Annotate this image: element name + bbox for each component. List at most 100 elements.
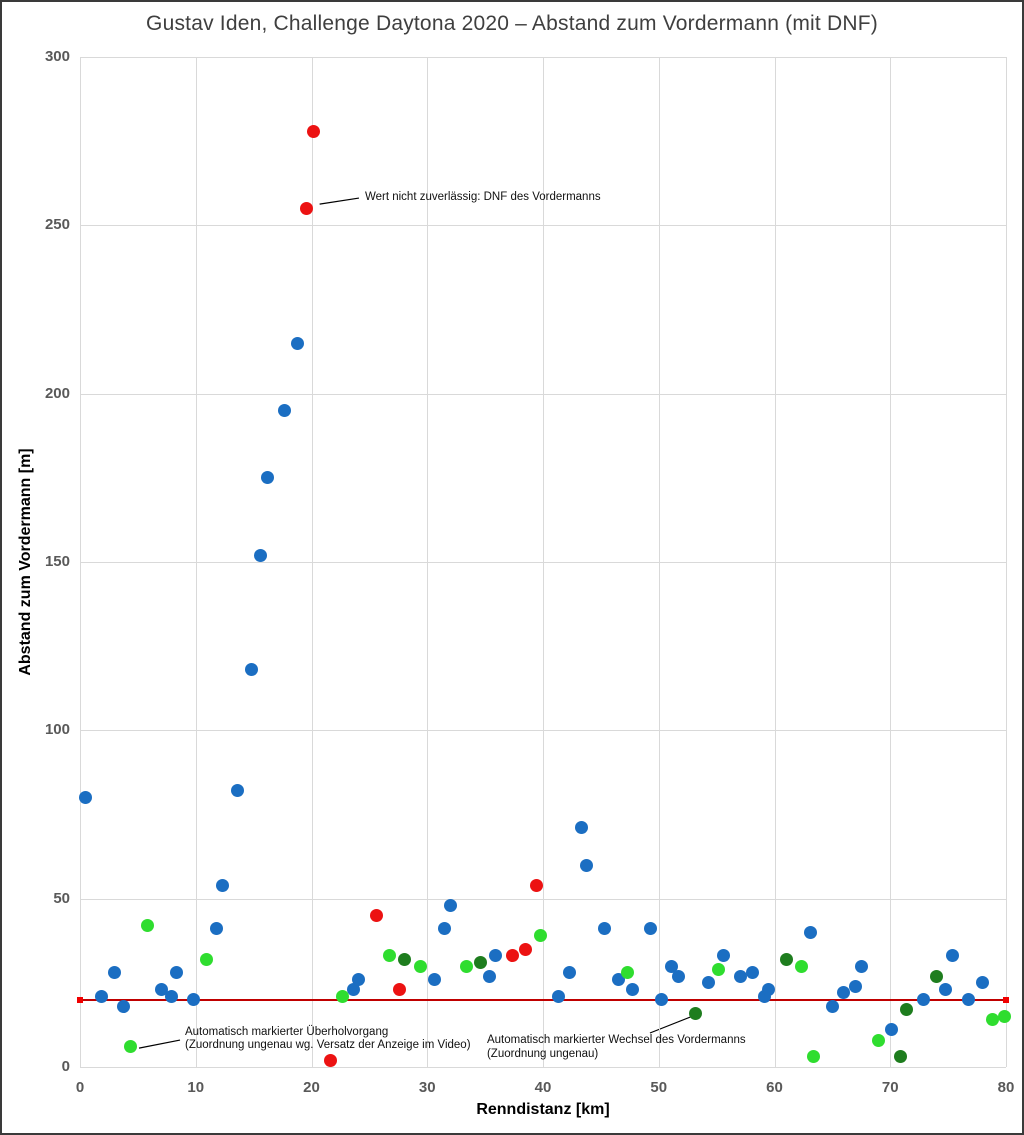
x-tick-label: 20 — [303, 1079, 320, 1096]
data-point-abstand — [438, 922, 452, 936]
data-point-dnf — [369, 909, 383, 922]
x-tick-label: 10 — [187, 1079, 205, 1096]
data-point-abstand — [664, 959, 678, 973]
annotation-leader-line — [138, 1039, 181, 1049]
data-point-wechsel-vordermann — [473, 956, 487, 970]
data-point-ueberholvorgang — [998, 1010, 1012, 1023]
data-point-dnf — [323, 1053, 337, 1067]
data-point-abstand — [346, 983, 360, 997]
data-point-dnf — [392, 983, 406, 997]
x-tick-label: 30 — [418, 1079, 436, 1096]
annotation-text-line: Wert nicht zuverlässig: DNF des Vorderma… — [364, 190, 601, 203]
data-point-ueberholvorgang — [985, 1013, 999, 1027]
data-point-abstand — [95, 989, 109, 1003]
x-tick-label: 50 — [650, 1079, 668, 1096]
data-point-abstand — [291, 336, 305, 350]
data-point-abstand — [215, 878, 229, 892]
data-point-ueberholvorgang — [382, 949, 396, 963]
data-point-abstand — [837, 986, 851, 1000]
y-tick-label: 250 — [44, 216, 70, 234]
data-point-wechsel-vordermann — [689, 1006, 703, 1020]
x-gridline — [1006, 57, 1007, 1067]
data-point-dnf — [529, 878, 543, 892]
data-point-abstand — [210, 922, 224, 936]
data-point-abstand — [803, 925, 817, 939]
data-point-ueberholvorgang — [336, 989, 350, 1003]
data-point-ueberholvorgang — [413, 959, 427, 973]
data-point-abstand — [825, 999, 839, 1013]
annotation-text-line: (Zuordnung ungenau wg. Versatz der Anzei… — [184, 1039, 471, 1052]
chart-title: Gustav Iden, Challenge Daytona 2020 – Ab… — [146, 12, 878, 35]
reference-line — [80, 998, 1006, 1001]
y-gridline — [80, 730, 1006, 732]
data-point-abstand — [939, 983, 953, 997]
x-tick-label: 80 — [997, 1079, 1015, 1096]
y-gridline — [80, 898, 1006, 900]
y-gridline — [80, 225, 1006, 227]
data-point-abstand — [443, 898, 457, 912]
data-point-abstand — [483, 969, 497, 983]
data-point-abstand — [164, 989, 178, 1003]
data-point-ueberholvorgang — [807, 1050, 821, 1064]
data-point-abstand — [734, 969, 748, 983]
annotation-text-line: Automatisch markierter Wechsel des Vorde… — [486, 1034, 746, 1046]
data-point-ueberholvorgang — [794, 959, 808, 973]
y-gridline — [80, 57, 1006, 58]
data-point-abstand — [644, 922, 658, 936]
x-tick-label: 40 — [534, 1079, 552, 1096]
data-point-abstand — [352, 972, 366, 986]
data-point-abstand — [108, 966, 122, 980]
data-point-abstand — [427, 972, 441, 986]
x-tick-label: 0 — [75, 1079, 85, 1096]
data-point-ueberholvorgang — [712, 962, 726, 976]
y-gridline — [80, 1067, 1006, 1068]
data-point-dnf — [300, 202, 314, 215]
data-point-abstand — [261, 471, 274, 485]
data-point-abstand — [186, 993, 200, 1007]
data-point-wechsel-vordermann — [894, 1050, 908, 1064]
data-point-abstand — [962, 993, 976, 1007]
data-point-abstand — [574, 821, 588, 835]
reference-line-end-marker — [1003, 996, 1009, 1003]
data-point-abstand — [762, 983, 776, 997]
data-point-ueberholvorgang — [199, 952, 213, 966]
y-gridline — [80, 393, 1006, 395]
data-point-dnf — [307, 124, 321, 138]
annotation-leader-line — [649, 1015, 694, 1034]
annotation-text-line: Automatisch markierter Überholvorgang — [184, 1025, 389, 1038]
data-point-wechsel-vordermann — [899, 1003, 913, 1017]
y-tick-label: 300 — [44, 48, 70, 65]
data-point-dnf — [506, 949, 520, 963]
data-point-abstand — [917, 993, 931, 1007]
data-point-abstand — [489, 949, 503, 963]
data-point-abstand — [946, 949, 960, 963]
y-tick-label: 100 — [44, 721, 70, 739]
x-tick-label: 70 — [881, 1079, 899, 1096]
data-point-abstand — [654, 993, 668, 1007]
x-axis-title: Renndistanz [km] — [476, 1101, 610, 1118]
y-gridline — [80, 562, 1006, 563]
y-tick-label: 200 — [44, 384, 70, 402]
data-point-abstand — [849, 979, 863, 993]
data-point-abstand — [976, 976, 990, 990]
data-point-ueberholvorgang — [140, 919, 154, 933]
reference-line-end-marker — [77, 996, 83, 1003]
annotation: Wert nicht zuverlässig: DNF des Vorderma… — [365, 191, 601, 205]
data-point-dnf — [519, 942, 533, 956]
data-point-abstand — [671, 969, 685, 983]
data-point-abstand — [702, 976, 716, 990]
data-point-ueberholvorgang — [872, 1033, 886, 1047]
data-point-abstand — [717, 949, 731, 963]
data-point-abstand — [79, 791, 93, 805]
data-point-abstand — [551, 989, 565, 1003]
data-point-abstand — [854, 959, 868, 973]
data-point-abstand — [154, 983, 168, 997]
data-point-abstand — [230, 784, 244, 798]
data-point-wechsel-vordermann — [779, 952, 793, 966]
data-point-abstand — [254, 548, 268, 562]
data-point-abstand — [244, 663, 258, 677]
data-point-abstand — [563, 966, 577, 980]
annotation-leader-line — [319, 197, 360, 205]
